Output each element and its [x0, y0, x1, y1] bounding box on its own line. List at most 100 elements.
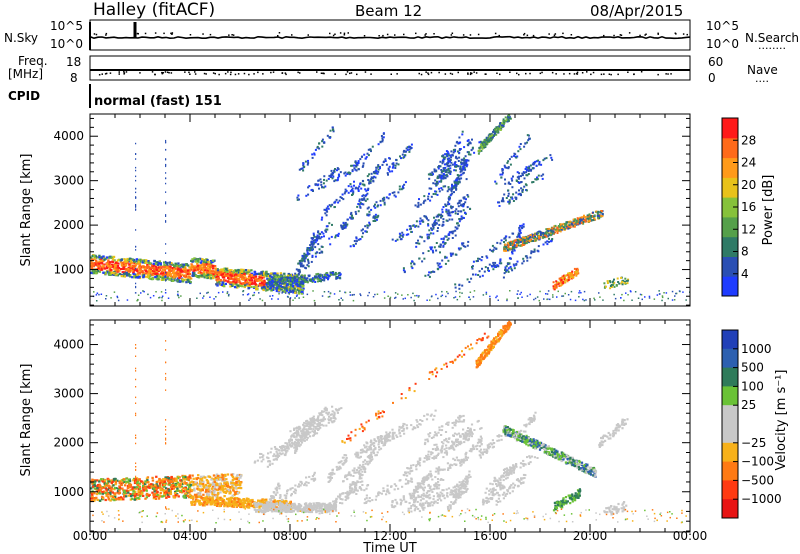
power-cell — [344, 291, 347, 294]
power-cell — [566, 274, 569, 276]
power-cell — [230, 274, 233, 277]
power-cell — [350, 217, 353, 220]
power-cell — [248, 279, 251, 282]
power-cell — [361, 198, 363, 201]
nsky-label: N.Sky — [4, 31, 38, 45]
power-cell — [584, 218, 587, 221]
power-cell — [376, 172, 379, 175]
nsky-dot — [170, 32, 172, 35]
power-cell — [341, 193, 344, 196]
power-cell — [381, 163, 384, 166]
power-cell — [344, 225, 347, 228]
power-cell — [362, 162, 365, 165]
power-cell — [311, 256, 314, 258]
power-cell — [310, 246, 313, 249]
power-cell — [350, 211, 353, 214]
power-cell — [247, 276, 251, 279]
power-cell — [513, 267, 516, 270]
power-cell — [294, 297, 296, 299]
power-cell — [333, 293, 336, 295]
velocity-cell — [116, 490, 120, 493]
power-cell — [322, 186, 325, 189]
power-cell — [314, 246, 317, 249]
power-cell — [625, 279, 628, 282]
power-cell — [241, 285, 244, 288]
nave-dots: .... — [755, 72, 769, 85]
power-cell — [372, 171, 375, 174]
power-cell — [366, 152, 369, 155]
power-cell — [417, 225, 420, 228]
power-cell — [184, 278, 187, 281]
nave-dot — [603, 73, 605, 75]
power-cell — [433, 270, 436, 273]
power-cell — [137, 262, 140, 265]
power-cell — [306, 251, 309, 254]
power-cell — [135, 286, 137, 289]
power-cell — [113, 272, 116, 275]
power-cell — [216, 275, 220, 278]
nave-dot — [118, 73, 120, 75]
power-cell — [498, 201, 501, 204]
power-cell — [549, 298, 551, 301]
power-cell — [120, 261, 123, 264]
power-cell — [528, 165, 531, 168]
power-cell — [209, 270, 212, 273]
velocity-cell — [216, 494, 219, 497]
power-cell — [530, 252, 533, 255]
power-cell — [336, 234, 339, 237]
power-cell — [142, 271, 145, 274]
power-cell — [465, 162, 468, 165]
power-cell — [111, 273, 114, 276]
power-cell — [95, 270, 98, 273]
power-cell — [500, 124, 503, 127]
power-cell — [583, 214, 585, 217]
power-cell — [395, 296, 397, 299]
power-cell — [202, 271, 206, 274]
power-cell — [525, 169, 528, 172]
power-cell — [269, 287, 272, 290]
nsky-dot — [415, 32, 417, 35]
nsky-dot — [386, 33, 389, 36]
power-cell — [209, 274, 213, 277]
power-cell — [547, 290, 550, 292]
power-cell — [472, 260, 475, 263]
power-cell — [318, 252, 321, 254]
power-cell — [538, 161, 541, 163]
power-cell — [354, 160, 357, 163]
power-cell — [253, 294, 255, 296]
power-cell — [314, 183, 317, 186]
power-cell — [450, 161, 453, 164]
nave-dot — [484, 73, 486, 75]
power-cell — [277, 279, 280, 282]
nsky-dot — [554, 33, 557, 35]
power-cell — [158, 296, 161, 299]
power-cell — [534, 178, 537, 181]
power-cell — [307, 258, 309, 261]
power-cell — [199, 292, 201, 295]
power-cell — [435, 184, 438, 186]
power-cell — [459, 295, 461, 298]
power-cell — [152, 264, 156, 267]
velocity-cell — [110, 487, 114, 490]
power-cell — [103, 267, 107, 270]
power-cell — [287, 286, 290, 289]
power-cell — [306, 253, 309, 256]
power-cell — [434, 219, 437, 222]
power-cell — [566, 280, 569, 283]
power-cell — [462, 162, 465, 165]
power-cell — [554, 283, 557, 286]
power-cell — [441, 162, 444, 165]
power-cell — [362, 164, 365, 167]
power-cell — [205, 263, 208, 266]
power-cell — [279, 279, 282, 282]
power-cell — [459, 165, 462, 168]
power-cell — [544, 241, 547, 244]
power-cell — [535, 178, 538, 181]
power-cell — [295, 295, 298, 297]
power-cell — [517, 193, 520, 196]
power-cell — [135, 169, 137, 172]
power-cell — [545, 231, 548, 233]
power-cell — [270, 272, 273, 275]
power-cell — [405, 233, 408, 236]
power-cell — [531, 181, 534, 184]
